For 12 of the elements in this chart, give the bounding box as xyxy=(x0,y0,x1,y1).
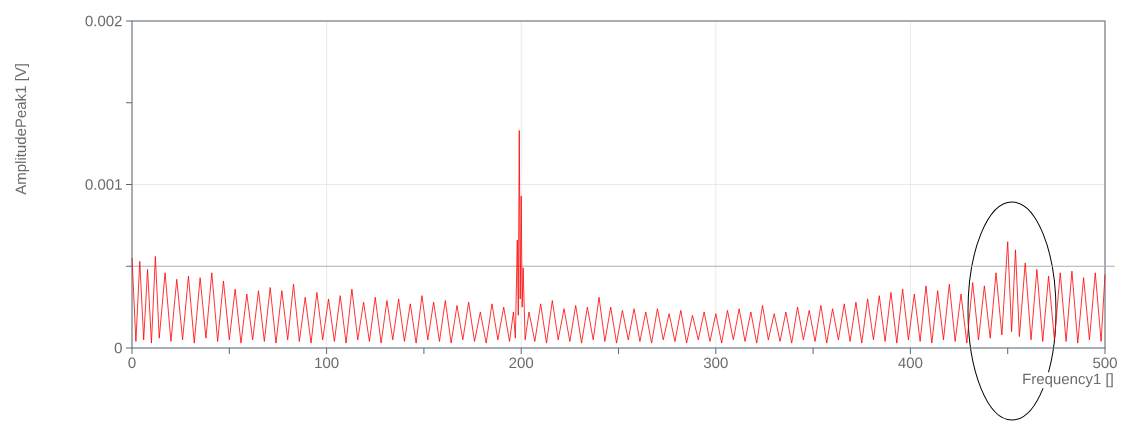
x-tick-label: 0 xyxy=(128,357,136,369)
y-tick-label: 0.002 xyxy=(85,15,122,27)
x-tick-label: 200 xyxy=(509,357,534,369)
x-tick-label: 400 xyxy=(898,357,923,369)
x-axis-title: Frequency1 [] xyxy=(1023,373,1113,388)
y-tick-label: 0 xyxy=(114,342,122,354)
x-tick-label: 100 xyxy=(315,357,339,369)
y-tick-label: 0.001 xyxy=(85,179,122,190)
x-tick-label: 500 xyxy=(1093,357,1117,369)
y-axis-title: AmplitudePeak1 [V] xyxy=(15,64,30,195)
line-series xyxy=(131,130,1106,344)
x-tick-label: 300 xyxy=(703,357,728,369)
